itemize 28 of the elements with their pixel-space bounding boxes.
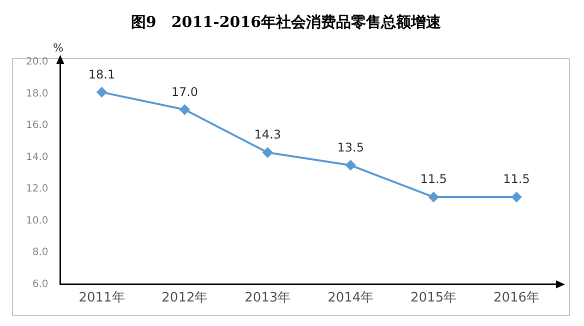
y-tick-label: 16.0 — [26, 120, 48, 132]
data-label: 11.5 — [503, 172, 530, 186]
y-tick-label: 10.0 — [26, 215, 48, 226]
data-label: 14.3 — [254, 128, 282, 142]
y-tick-label: 20.0 — [26, 56, 48, 68]
point — [346, 160, 356, 170]
y-tick-label: 18.0 — [26, 88, 48, 100]
x-tick-label: 2011年 — [78, 290, 125, 306]
data-label: 11.5 — [420, 172, 447, 186]
point — [262, 148, 273, 158]
x-tick-label: 2016年 — [493, 290, 540, 306]
point — [96, 87, 107, 98]
point — [512, 192, 522, 202]
y-axis-title: % — [53, 41, 64, 54]
x-tick-label: 2014年 — [328, 290, 374, 306]
point — [180, 104, 190, 115]
data-label: 18.1 — [88, 67, 116, 82]
chart-title: 图9 2011-2016年社会消费品零售总额增速 — [130, 12, 442, 31]
x-tick-label: 2015年 — [410, 290, 457, 306]
y-tick-label: 14.0 — [26, 152, 48, 163]
data-label: 13.5 — [337, 140, 364, 154]
y-tick-label: 8.0 — [32, 247, 48, 258]
y-tick-label: 6.0 — [32, 278, 48, 290]
x-tick-label: 2012年 — [162, 290, 208, 306]
point — [428, 192, 439, 202]
x-tick-label: 2013年 — [244, 290, 291, 306]
y-tick-label: 12.0 — [26, 184, 48, 195]
data-label: 17.0 — [171, 84, 198, 99]
